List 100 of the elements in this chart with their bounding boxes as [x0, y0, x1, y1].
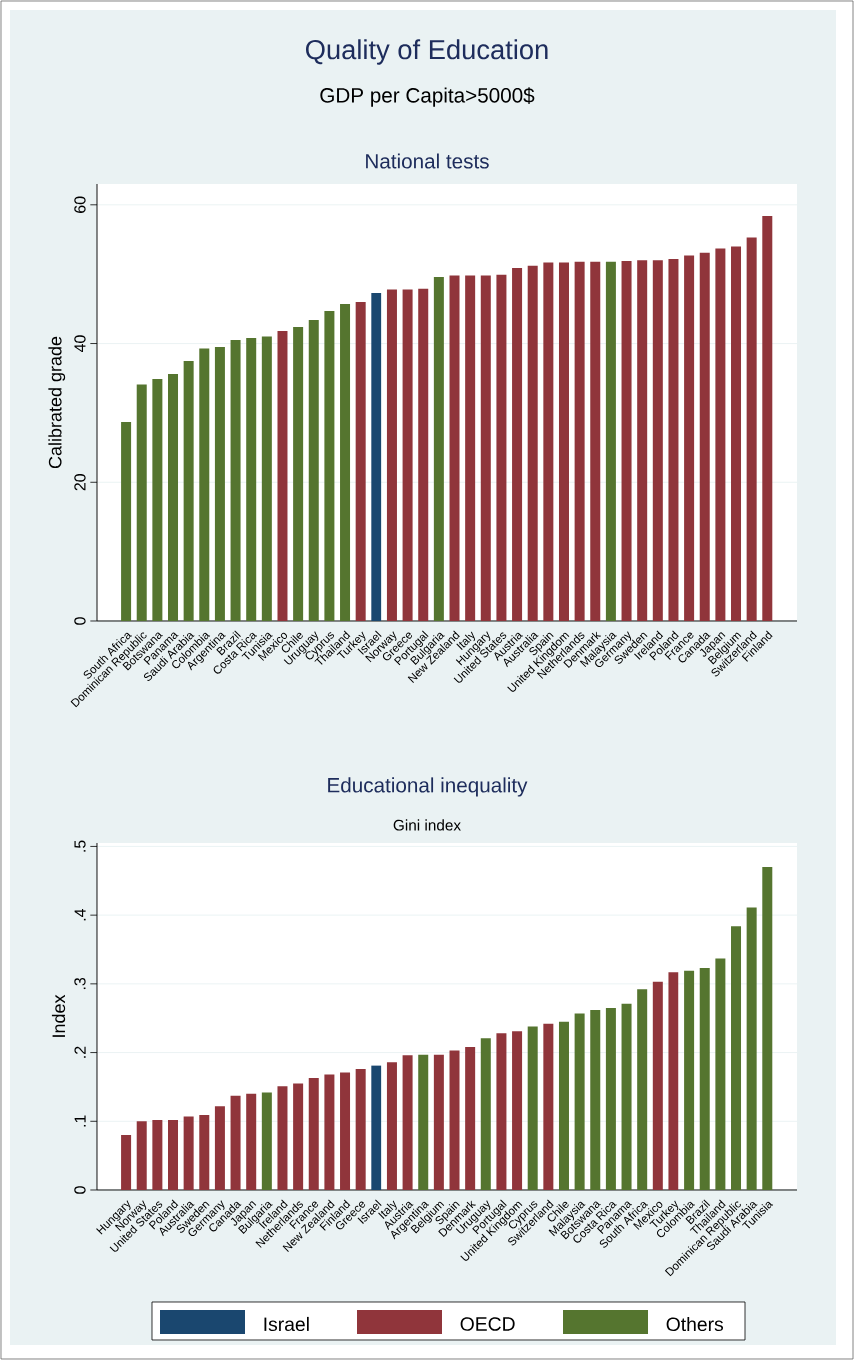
- bar: [637, 989, 648, 1190]
- y-tick-label: 20: [74, 473, 86, 491]
- bar: [418, 1054, 429, 1190]
- bar: [480, 275, 491, 621]
- bar: [293, 1083, 304, 1190]
- chart-title: Quality of Education: [305, 39, 548, 65]
- bar: [308, 1077, 319, 1190]
- bar: [543, 1023, 554, 1190]
- bar: [652, 981, 663, 1190]
- y-tick-label: 0: [74, 617, 86, 625]
- text: National tests: [366, 153, 489, 169]
- bar: [668, 258, 679, 621]
- bar: [684, 255, 695, 621]
- bar: [652, 260, 663, 621]
- bar: [762, 867, 773, 1190]
- bar: [230, 340, 241, 621]
- bar: [308, 319, 319, 621]
- bar: [574, 1013, 585, 1190]
- bar: [465, 1047, 476, 1190]
- bar: [371, 292, 382, 621]
- bar: [433, 276, 444, 621]
- bar: [371, 1065, 382, 1190]
- legend-label: Others: [666, 1316, 724, 1332]
- bar: [605, 1007, 616, 1190]
- bar: [558, 1021, 569, 1190]
- bar: [152, 378, 163, 621]
- y-axis-title: Index: [51, 994, 66, 1037]
- bar: [386, 1062, 397, 1190]
- bar: [543, 262, 554, 621]
- chart-subtitle: Gini index: [393, 819, 461, 831]
- bar: [715, 958, 726, 1190]
- y-tick-label: .3: [74, 977, 86, 990]
- bar: [168, 1119, 179, 1190]
- bar: [121, 1135, 132, 1190]
- chart-subtitle: GDP per Capita>5000$: [320, 87, 535, 107]
- bar: [465, 275, 476, 621]
- bar: [621, 260, 632, 621]
- bar: [293, 326, 304, 621]
- bar: [261, 336, 272, 621]
- y-tick-label: 40: [74, 335, 86, 353]
- y-axis-title: Calibrated grade: [48, 336, 66, 469]
- bar: [152, 1119, 163, 1190]
- bar: [746, 907, 757, 1190]
- bar: [746, 237, 757, 621]
- bar: [558, 262, 569, 621]
- y-tick-label: .1: [74, 1115, 86, 1127]
- bar: [684, 970, 695, 1190]
- bar: [136, 1121, 147, 1190]
- bar: [699, 252, 710, 621]
- bar: [183, 360, 194, 621]
- bar: [480, 1038, 491, 1190]
- bar: [762, 215, 773, 621]
- bar: [277, 1086, 288, 1190]
- legend-label: OECD: [460, 1317, 515, 1331]
- bar: [496, 1033, 507, 1190]
- bar: [527, 1026, 538, 1190]
- bar: [449, 1050, 460, 1190]
- bar: [324, 310, 335, 621]
- y-tick-label: .2: [74, 1046, 86, 1058]
- bar: [449, 275, 460, 621]
- bar: [230, 1095, 241, 1190]
- bar: [605, 261, 616, 621]
- bar: [261, 1092, 272, 1190]
- bar: [121, 421, 132, 621]
- bar: [715, 248, 726, 621]
- chart-title: Educational inequality: [328, 777, 528, 797]
- bar: [433, 1054, 444, 1190]
- bar: [496, 274, 507, 621]
- bar: [183, 1116, 194, 1190]
- y-tick-label: .5: [74, 840, 86, 852]
- bar: [199, 1115, 210, 1190]
- y-tick-label: .4: [74, 908, 86, 921]
- bar: [527, 265, 538, 621]
- legend-label: Israel: [264, 1316, 309, 1332]
- y-tick-label: 0: [74, 1186, 86, 1194]
- bar: [402, 1055, 413, 1190]
- bar: [168, 374, 179, 621]
- bar: [621, 1003, 632, 1190]
- bar: [590, 1009, 601, 1190]
- bar: [340, 1072, 351, 1190]
- y-tick-label: 60: [74, 196, 86, 213]
- bar: [731, 926, 742, 1190]
- bar: [512, 1031, 523, 1190]
- bar: [637, 260, 648, 621]
- bar: [277, 331, 288, 621]
- bar: [668, 972, 679, 1190]
- bar: [355, 301, 366, 621]
- bar: [418, 288, 429, 621]
- bar: [136, 384, 147, 621]
- bar: [590, 261, 601, 621]
- bar: [340, 304, 351, 621]
- bar: [214, 1106, 225, 1190]
- bar: [324, 1074, 335, 1190]
- bar: [246, 1093, 257, 1190]
- bar: [731, 246, 742, 621]
- bar: [402, 289, 413, 621]
- bar: [512, 267, 523, 621]
- bar: [355, 1069, 366, 1190]
- bar: [574, 261, 585, 621]
- bar: [386, 289, 397, 621]
